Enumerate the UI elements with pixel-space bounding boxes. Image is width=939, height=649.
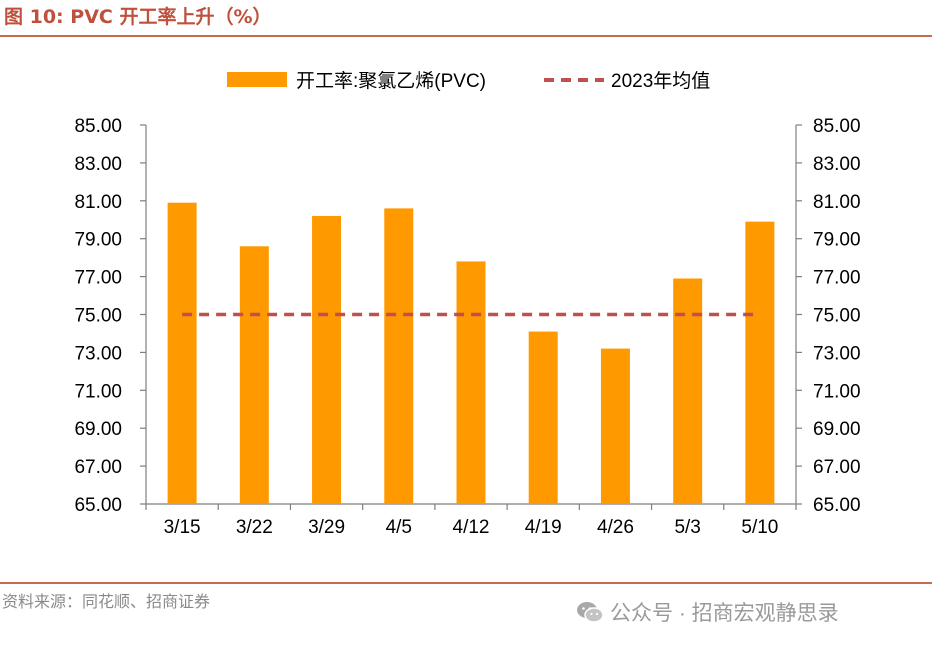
y-tick-label-left: 77.00 xyxy=(74,268,122,289)
legend-label-bar: 开工率:聚氯乙烯(PVC) xyxy=(296,70,486,92)
x-tick-label: 3/15 xyxy=(164,517,201,538)
y-tick-label-right: 65.00 xyxy=(813,495,861,516)
y-tick-label-right: 83.00 xyxy=(813,154,861,175)
legend-bar-swatch xyxy=(227,72,287,87)
x-tick-label: 4/26 xyxy=(597,517,634,538)
legend: 开工率:聚氯乙烯(PVC) 2023年均值 xyxy=(227,70,710,92)
y-tick-label-left: 65.00 xyxy=(74,495,122,516)
y-tick-label-left: 85.00 xyxy=(74,116,122,137)
bar xyxy=(600,348,630,504)
source-note: 资料来源：同花顺、招商证券 xyxy=(2,592,211,611)
y-tick-label-right: 69.00 xyxy=(813,419,861,440)
x-tick-label: 4/19 xyxy=(525,517,562,538)
x-tick-label: 5/10 xyxy=(741,517,778,538)
y-tick-label-right: 75.00 xyxy=(813,306,861,327)
chart: 开工率:聚氯乙烯(PVC) 2023年均值 65.00 65.00 67.00 67.… xyxy=(74,70,861,538)
y-tick-label-left: 67.00 xyxy=(74,457,122,478)
x-tick-label: 3/22 xyxy=(236,517,273,538)
bar xyxy=(384,208,414,504)
y-tick-label-left: 73.00 xyxy=(74,343,122,364)
y-tick-label-left: 69.00 xyxy=(74,419,122,440)
y-tick-label-right: 77.00 xyxy=(813,268,861,289)
y-tick-label-right: 73.00 xyxy=(813,343,861,364)
x-tick-label: 4/12 xyxy=(453,517,490,538)
legend-label-avg: 2023年均值 xyxy=(611,70,710,92)
y-tick-label-left: 71.00 xyxy=(74,381,122,402)
y-tick-label-right: 85.00 xyxy=(813,116,861,137)
bar xyxy=(456,261,486,504)
wechat-icon xyxy=(577,602,604,623)
figure-title: 图 10: PVC 开工率上升（%） xyxy=(4,6,272,28)
x-axis-labels: 3/15 3/22 3/29 4/5 4/12 4/19 4/26 5/3 5/10 xyxy=(164,517,779,538)
y-tick-label-left: 81.00 xyxy=(74,192,122,213)
y-tick-label-left: 79.00 xyxy=(74,230,122,251)
bar xyxy=(745,221,775,504)
x-tick-label: 5/3 xyxy=(674,517,700,538)
y-tick-label-right: 71.00 xyxy=(813,381,861,402)
bar xyxy=(312,215,342,504)
bar xyxy=(239,246,269,504)
bar xyxy=(673,278,703,504)
y-tick-label-right: 67.00 xyxy=(813,457,861,478)
bottom-rule xyxy=(0,582,932,584)
top-rule xyxy=(0,35,932,37)
y-tick-label-left: 75.00 xyxy=(74,306,122,327)
watermark: 公众号 · 招商宏观静思录 xyxy=(576,597,839,627)
x-tick-label: 3/29 xyxy=(308,517,345,538)
y-tick-label-right: 81.00 xyxy=(813,192,861,213)
bar xyxy=(528,331,558,504)
y-tick-label-right: 79.00 xyxy=(813,230,861,251)
x-tick-label: 4/5 xyxy=(386,517,412,538)
bars xyxy=(167,202,775,504)
watermark-text: 公众号 · 招商宏观静思录 xyxy=(610,602,839,625)
y-tick-label-left: 83.00 xyxy=(74,154,122,175)
bar xyxy=(167,202,197,504)
